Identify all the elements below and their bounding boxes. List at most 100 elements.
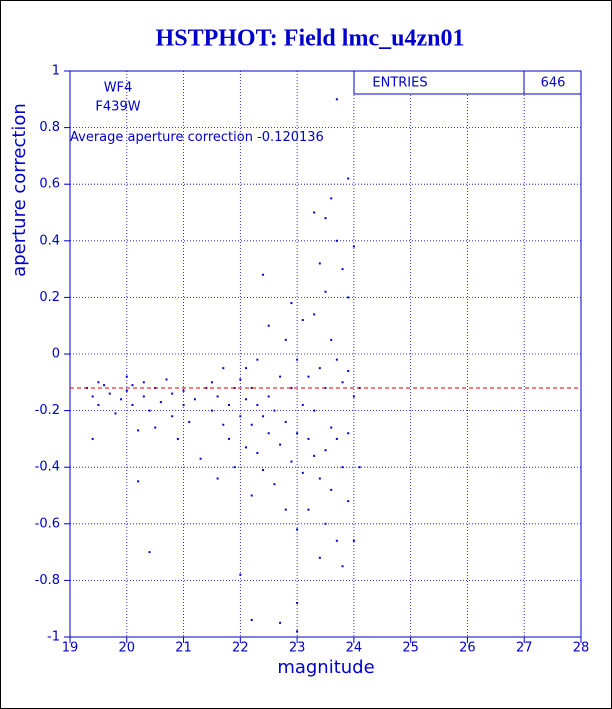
point <box>347 369 350 372</box>
y-tick-label: 1 <box>52 64 60 79</box>
x-tick-label: 23 <box>289 641 306 656</box>
y-axis-title: aperture correction <box>9 103 30 277</box>
point <box>267 324 270 327</box>
point <box>307 375 310 378</box>
stats-value: 646 <box>541 76 566 91</box>
point <box>193 398 196 401</box>
point <box>250 494 253 497</box>
point <box>165 378 168 381</box>
point <box>267 395 270 398</box>
point <box>324 522 327 525</box>
x-tick-label: 19 <box>62 641 79 656</box>
point <box>290 460 293 463</box>
point <box>239 415 242 418</box>
point <box>245 398 248 401</box>
y-tick-label: 0 <box>52 347 60 362</box>
point <box>335 239 338 242</box>
point <box>137 480 140 483</box>
point <box>125 375 128 378</box>
y-tick-label: 0.8 <box>39 120 60 135</box>
average-value: -0.120136 <box>257 130 324 145</box>
point <box>335 539 338 542</box>
point <box>262 469 265 472</box>
x-tick-label: 27 <box>516 641 533 656</box>
point <box>296 630 299 633</box>
point <box>318 556 321 559</box>
x-tick-label: 22 <box>232 641 249 656</box>
point <box>313 211 316 214</box>
annotation: F439W <box>95 100 140 115</box>
point <box>279 375 282 378</box>
point <box>142 395 145 398</box>
point <box>188 420 191 423</box>
x-tick-label: 26 <box>459 641 476 656</box>
point <box>318 367 321 370</box>
point <box>347 500 350 503</box>
point <box>250 423 253 426</box>
point <box>296 528 299 531</box>
x-tick-label: 25 <box>402 641 419 656</box>
point <box>324 217 327 220</box>
annotation: WF4 <box>104 81 133 96</box>
point <box>182 403 185 406</box>
point <box>313 454 316 457</box>
point <box>114 412 117 415</box>
y-tick-label: -0.2 <box>35 403 60 418</box>
point <box>273 483 276 486</box>
y-tick-label: -0.4 <box>35 460 60 475</box>
stats-label: ENTRIES <box>372 76 427 91</box>
point <box>250 619 253 622</box>
point <box>296 602 299 605</box>
point <box>352 539 355 542</box>
point <box>256 403 259 406</box>
point <box>171 392 174 395</box>
point <box>341 565 344 568</box>
plot-frame <box>69 70 582 638</box>
point <box>256 358 259 361</box>
point <box>131 384 134 387</box>
x-tick-label: 21 <box>175 641 192 656</box>
point <box>279 621 282 624</box>
point <box>290 386 293 389</box>
point <box>97 381 100 384</box>
point <box>324 290 327 293</box>
point <box>296 432 299 435</box>
point <box>91 437 94 440</box>
point <box>318 262 321 265</box>
point <box>148 409 151 412</box>
point <box>245 446 248 449</box>
chart-title: HSTPHOT: Field lmc_u4zn01 <box>156 26 465 52</box>
average-annotation: Average aperture correction -0.120136 <box>70 130 324 145</box>
point <box>222 423 225 426</box>
x-tick-label: 20 <box>119 641 136 656</box>
point <box>245 367 248 370</box>
point <box>307 508 310 511</box>
point <box>313 409 316 412</box>
x-tick-label: 28 <box>573 641 590 656</box>
point <box>142 381 145 384</box>
point <box>347 177 350 180</box>
point <box>352 245 355 248</box>
y-tick-label: -1 <box>47 630 60 645</box>
point <box>313 313 316 316</box>
point <box>262 273 265 276</box>
point <box>103 384 106 387</box>
point <box>125 389 128 392</box>
point <box>301 471 304 474</box>
point <box>262 415 265 418</box>
point <box>256 452 259 455</box>
y-tick-label: 0.2 <box>39 290 60 305</box>
point <box>239 378 242 381</box>
point <box>250 386 253 389</box>
point <box>227 437 230 440</box>
point <box>352 395 355 398</box>
point <box>216 395 219 398</box>
point <box>154 426 157 429</box>
point <box>330 488 333 491</box>
point <box>347 296 350 299</box>
point <box>131 403 134 406</box>
point <box>296 358 299 361</box>
point <box>159 401 162 404</box>
